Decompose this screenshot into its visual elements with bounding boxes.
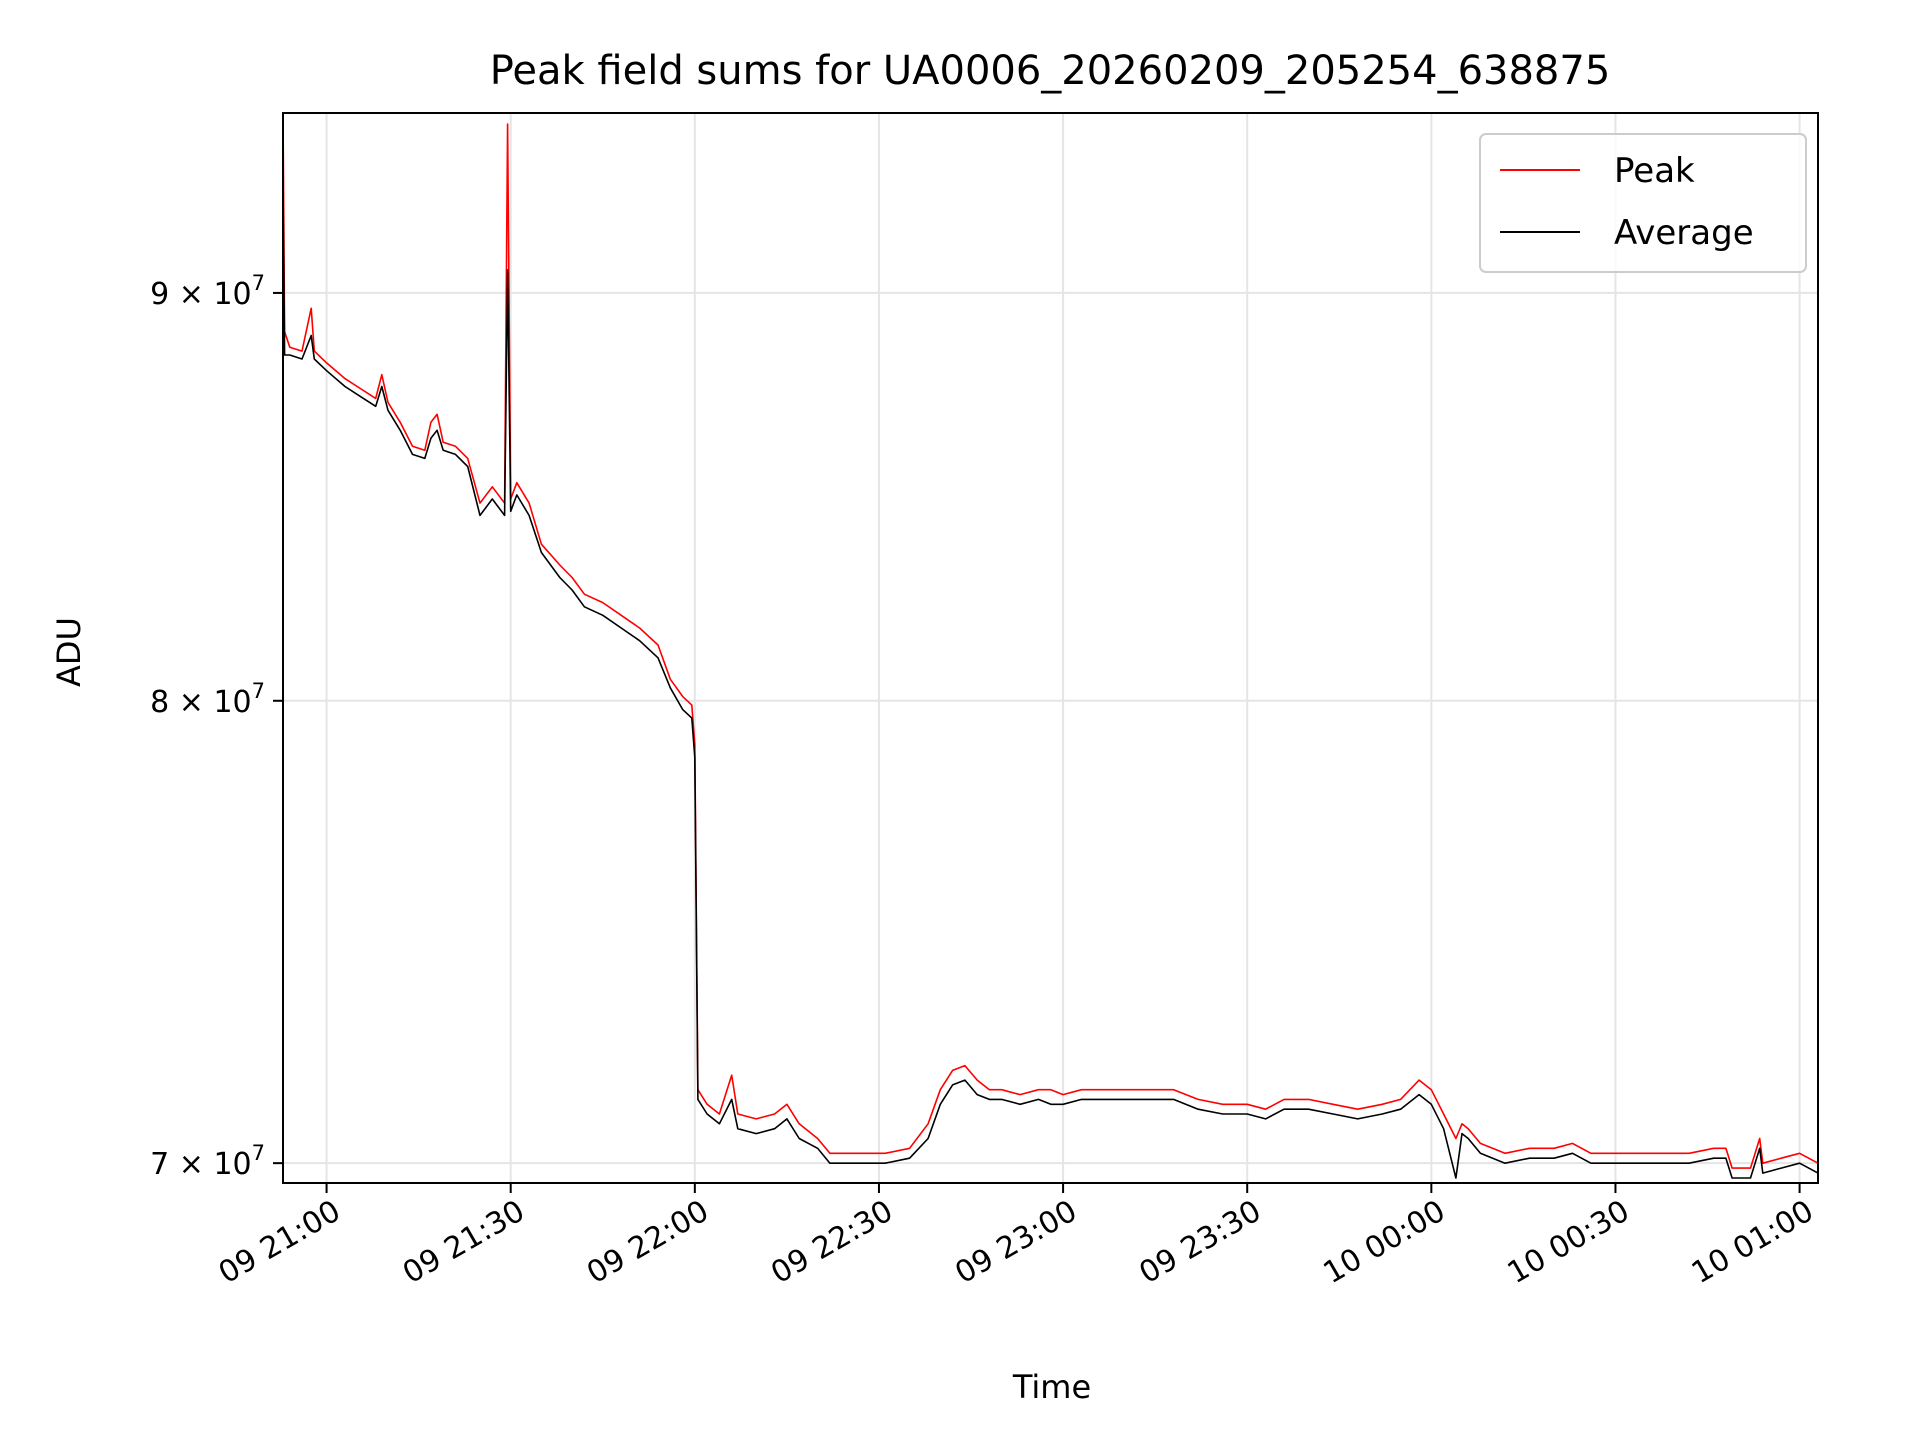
y-tick-label: 7 × 107: [150, 1141, 265, 1182]
series-line-average: [282, 186, 1819, 1179]
y-tick-label: 9 × 107: [150, 271, 265, 312]
y-tick-mantissa: 9: [150, 277, 169, 312]
y-tick-exponent: 7: [252, 679, 265, 703]
y-axis-title: ADU: [50, 617, 88, 687]
y-tick-exponent: 7: [252, 1141, 265, 1165]
legend-label-peak: Peak: [1614, 151, 1695, 191]
y-tick-times: × 10: [169, 1147, 251, 1182]
y-tick-times: × 10: [169, 685, 251, 720]
plot-frame: [282, 112, 1819, 1184]
x-axis-title: Time: [1012, 1368, 1091, 1406]
y-tick-label: 8 × 107: [150, 679, 265, 720]
plot-lines: [282, 112, 1819, 1179]
series-line-peak: [282, 112, 1819, 1169]
y-tick-times: × 10: [169, 277, 251, 312]
chart-title: Peak field sums for UA0006_20260209_2052…: [490, 48, 1611, 94]
y-tick-mantissa: 8: [150, 685, 169, 720]
legend: Peak Average: [1479, 133, 1807, 273]
legend-label-average: Average: [1614, 213, 1754, 253]
y-tick-exponent: 7: [252, 271, 265, 295]
y-tick-mantissa: 7: [150, 1147, 169, 1182]
legend-box: [1479, 133, 1807, 273]
grid: [283, 113, 1818, 1183]
